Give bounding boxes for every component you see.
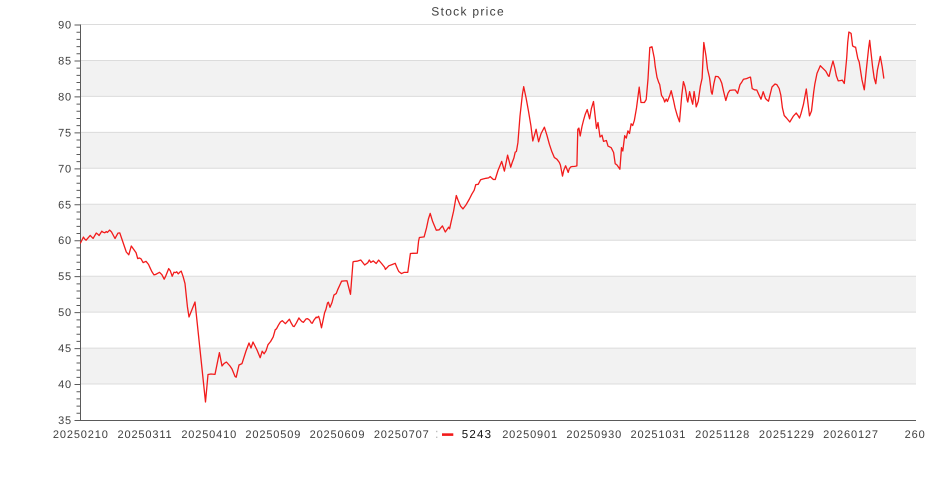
svg-text:20250901: 20250901	[502, 429, 558, 441]
svg-text:20250311: 20250311	[118, 429, 173, 441]
svg-text:40: 40	[58, 379, 72, 391]
svg-text:20260127: 20260127	[823, 429, 879, 441]
svg-text:65: 65	[58, 199, 72, 211]
svg-text:20250930: 20250930	[566, 429, 622, 441]
svg-text:55: 55	[58, 271, 72, 283]
svg-text:60: 60	[58, 235, 72, 247]
svg-text:5243: 5243	[462, 429, 492, 441]
svg-text:35: 35	[58, 415, 72, 427]
svg-text:50: 50	[58, 307, 72, 319]
svg-text:20250509: 20250509	[245, 429, 301, 441]
svg-text:20250707: 20250707	[374, 429, 430, 441]
svg-text:20250210: 20250210	[53, 429, 109, 441]
svg-text:Stock price: Stock price	[431, 4, 505, 18]
svg-text:70: 70	[58, 163, 72, 175]
svg-text:90: 90	[58, 20, 72, 32]
svg-text:260: 260	[905, 429, 926, 441]
svg-text:20250410: 20250410	[181, 429, 237, 441]
svg-text:75: 75	[58, 127, 72, 139]
svg-text:20251031: 20251031	[631, 429, 687, 441]
svg-text:80: 80	[58, 91, 72, 103]
svg-text:20251128: 20251128	[695, 429, 750, 441]
svg-text:85: 85	[58, 56, 72, 68]
svg-text:20250609: 20250609	[310, 429, 366, 441]
svg-text:45: 45	[58, 343, 72, 355]
svg-text:20251229: 20251229	[759, 429, 815, 441]
